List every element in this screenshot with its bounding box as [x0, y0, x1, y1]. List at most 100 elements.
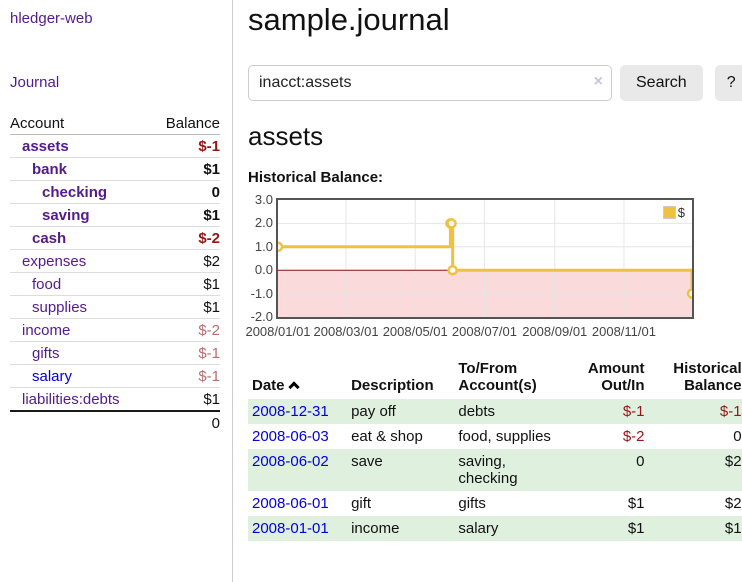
transaction-accounts: food, supplies — [458, 428, 551, 445]
legend-swatch-icon — [662, 206, 676, 219]
x-axis-tick-label: 2008/03/01 — [313, 324, 379, 339]
accounts-table: Account Balance assets $-1 bank $1 checkin… — [10, 112, 220, 434]
account-balance: $1 — [150, 157, 220, 181]
transaction-balance: $2 — [650, 449, 742, 491]
transaction-balance: $-1 — [650, 399, 742, 424]
accounts-total: 0 — [150, 410, 220, 434]
account-link-expenses[interactable]: expenses — [22, 253, 87, 270]
account-balance: $-2 — [150, 226, 220, 250]
account-balance: 0 — [150, 180, 220, 204]
account-row: cash $-2 — [10, 226, 220, 250]
transaction-date-link[interactable]: 2008-06-01 — [252, 495, 329, 512]
account-balance: $1 — [150, 272, 220, 296]
table-row: 2008-01-01 income salary $1 $1 — [248, 516, 742, 541]
transaction-description: pay off — [347, 399, 455, 424]
app-title-link[interactable]: hledger-web — [10, 10, 93, 27]
x-axis-tick-label: 2008/05/01 — [382, 324, 448, 339]
search-input[interactable] — [248, 65, 612, 101]
account-link-supplies[interactable]: supplies — [32, 299, 88, 316]
transaction-description: income — [347, 516, 455, 541]
chart-title: Historical Balance: — [248, 169, 384, 186]
account-row: bank $1 — [10, 157, 220, 181]
account-row: liabilities:debts $1 — [10, 387, 220, 411]
chart-canvas — [278, 200, 692, 317]
account-link-salary[interactable]: salary — [32, 368, 73, 385]
register-header-date[interactable]: Date — [248, 357, 347, 399]
y-axis-tick-label: 1.0 — [254, 238, 273, 254]
y-axis-tick-label: 0.0 — [254, 262, 273, 278]
account-row: supplies $1 — [10, 295, 220, 319]
register-header-description: Description — [351, 377, 434, 394]
transaction-accounts: salary — [454, 516, 569, 541]
clear-search-icon[interactable]: × — [593, 73, 603, 90]
account-balance: $-2 — [150, 318, 220, 342]
account-balance: $-1 — [150, 341, 220, 365]
account-link-assets[interactable]: assets — [22, 138, 69, 155]
account-link-gifts[interactable]: gifts — [32, 345, 60, 362]
account-balance: $-1 — [198, 138, 220, 155]
account-link-food[interactable]: food — [32, 276, 62, 293]
transaction-amount: $-2 — [622, 428, 645, 445]
register-header-tofrom: To/From Account(s) — [458, 360, 537, 394]
account-row: checking 0 — [10, 180, 220, 204]
y-axis-tick-label: -2.0 — [250, 309, 273, 324]
account-balance: $1 — [150, 387, 220, 411]
table-row: 2008-06-02 save saving, checking 0 $2 — [248, 449, 742, 491]
transaction-date-link[interactable]: 2008-12-31 — [252, 403, 329, 420]
account-link-checking[interactable]: checking — [42, 184, 108, 201]
account-link-bank[interactable]: bank — [32, 161, 68, 178]
transaction-date-link[interactable]: 2008-06-02 — [252, 453, 329, 470]
account-balance: $-1 — [150, 364, 220, 388]
transaction-amount: 0 — [568, 449, 651, 491]
y-axis-tick-label: -1.0 — [250, 285, 273, 301]
chart-legend: $ — [660, 204, 687, 221]
transaction-description: gift — [351, 495, 372, 512]
account-balance: $1 — [150, 295, 220, 319]
account-row: assets $-1 — [10, 135, 220, 158]
help-button[interactable]: ? — [714, 65, 742, 101]
sidebar: hledger-web Journal Account Balance asse… — [0, 0, 233, 582]
transaction-accounts: gifts — [458, 495, 486, 512]
balance-chart: $ 3.0 2.0 1.0 0.0 -1.0 -2.0 2008/01/01 2008/03/… — [245, 192, 742, 340]
register-header-balance: Historical Balance — [673, 360, 742, 394]
account-row: food $1 — [10, 272, 220, 296]
accounts-header-account: Account — [10, 112, 151, 135]
table-row: 2008-06-03 eat & shop food, supplies $-2… — [248, 424, 742, 449]
account-link-cash[interactable]: cash — [32, 230, 67, 247]
legend-label: $ — [677, 205, 685, 220]
transaction-amount: $1 — [627, 495, 645, 512]
table-row: 2008-12-31 pay off debts $-1 $-1 — [248, 399, 742, 424]
accounts-header-balance: Balance — [150, 112, 220, 135]
search-bar: × Search ? — [248, 65, 742, 101]
transaction-date-link[interactable]: 2008-01-01 — [252, 520, 329, 537]
transaction-balance: $1 — [650, 516, 742, 541]
account-row: expenses $2 — [10, 249, 220, 273]
account-link-liabilities-debts[interactable]: liabilities:debts — [22, 391, 120, 408]
journal-link[interactable]: Journal — [10, 74, 60, 91]
search-button[interactable]: Search — [620, 65, 703, 101]
transaction-description: save — [347, 449, 455, 491]
y-axis-tick-label: 3.0 — [254, 192, 273, 207]
transaction-accounts: debts — [454, 399, 569, 424]
sort-ascending-icon — [287, 381, 300, 393]
account-heading: assets — [248, 121, 324, 151]
x-axis-tick-label: 2008/07/01 — [451, 324, 517, 339]
main-content: sample.journal × Search ? assets Histori… — [233, 0, 742, 582]
account-link-income[interactable]: income — [22, 322, 71, 339]
transaction-date-link[interactable]: 2008-06-03 — [252, 428, 329, 445]
transaction-amount: $1 — [568, 516, 651, 541]
x-axis-tick-label: 2008/01/01 — [245, 324, 311, 339]
transaction-amount: $-1 — [568, 399, 651, 424]
account-link-saving[interactable]: saving — [42, 207, 90, 224]
account-balance: $1 — [150, 203, 220, 227]
x-axis-tick-label: 2008/09/01 — [522, 324, 588, 339]
account-balance: $2 — [150, 249, 220, 273]
y-axis-tick-label: 2.0 — [254, 215, 273, 231]
accounts-total-row: 0 — [10, 410, 220, 434]
chart-plot-area: $ — [276, 198, 694, 319]
transaction-accounts: saving, checking — [454, 449, 569, 491]
account-row: income $-2 — [10, 318, 220, 342]
account-row: salary $-1 — [10, 364, 220, 388]
page-title: sample.journal — [248, 2, 450, 37]
